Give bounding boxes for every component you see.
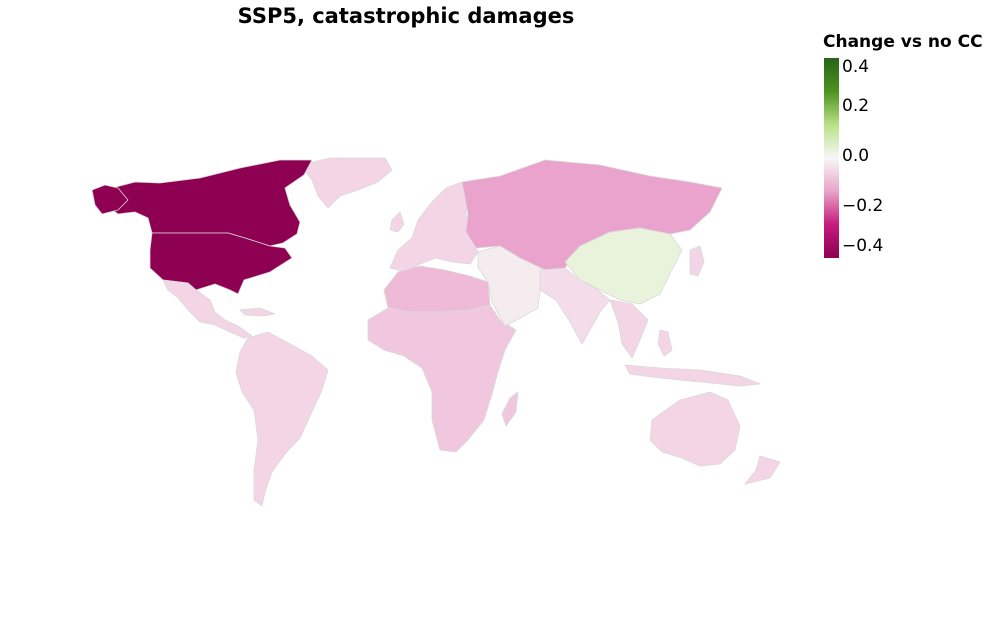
legend-tick-2: 0.0 — [842, 146, 870, 166]
legend-title: Change vs no CC — [823, 32, 983, 52]
region-mexico-central-america[interactable] — [162, 279, 253, 339]
legend-tick-1: 0.2 — [842, 96, 870, 116]
region-indonesia[interactable] — [624, 364, 761, 387]
map-title: SSP5, catastrophic damages — [237, 4, 575, 28]
legend-tick-0: 0.4 — [842, 57, 870, 77]
legend-tick-4: −0.4 — [842, 236, 884, 256]
legend-tick-3: −0.2 — [842, 196, 884, 216]
region-greenland[interactable] — [299, 157, 393, 209]
region-china[interactable] — [564, 227, 683, 305]
region-sub-saharan-africa[interactable] — [367, 304, 517, 453]
region-madagascar[interactable] — [501, 391, 519, 427]
region-australia[interactable] — [649, 391, 741, 467]
region-canada[interactable] — [95, 159, 313, 247]
region-middle-east[interactable] — [477, 245, 546, 327]
region-japan[interactable] — [689, 245, 705, 277]
region-south-asia[interactable] — [539, 267, 611, 345]
region-philippines[interactable] — [657, 329, 673, 357]
region-uk[interactable] — [389, 211, 405, 233]
region-united-states[interactable] — [149, 232, 293, 295]
region-new-zealand[interactable] — [744, 455, 781, 485]
region-south-america[interactable] — [235, 331, 329, 507]
region-caribbean[interactable] — [239, 307, 276, 317]
region-europe[interactable] — [389, 181, 479, 273]
legend-color-bar — [824, 58, 839, 258]
region-north-africa[interactable] — [383, 265, 491, 313]
region-alaska[interactable] — [91, 184, 129, 215]
region-southeast-asia[interactable] — [609, 299, 649, 359]
